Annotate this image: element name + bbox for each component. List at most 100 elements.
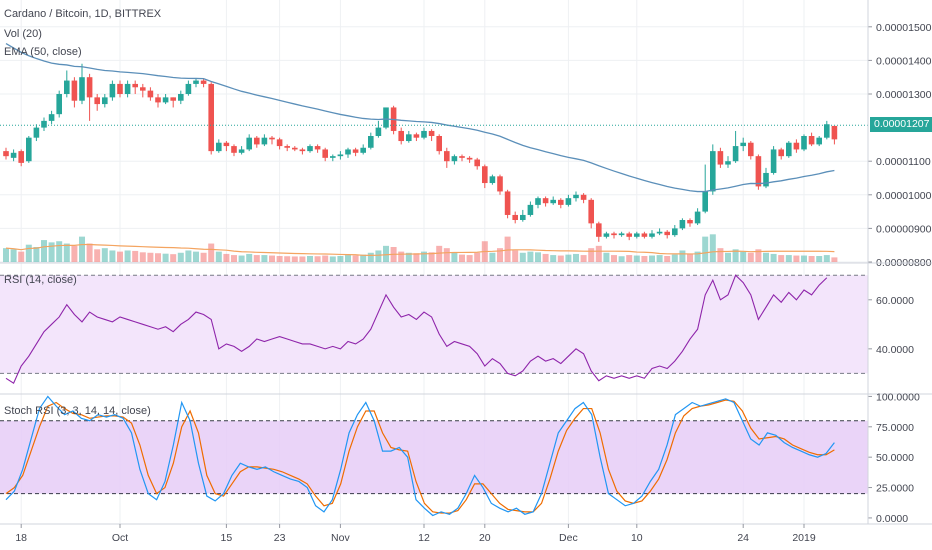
candle-body <box>535 198 541 205</box>
volume-bar <box>436 245 443 262</box>
candle-body <box>124 83 131 94</box>
rsi-axis-label: 60.0000 <box>876 295 914 307</box>
candle-body <box>314 146 321 150</box>
candle-body <box>208 83 214 152</box>
volume-bar <box>375 250 382 262</box>
candle-body <box>26 137 32 162</box>
stoch-axis-label: 75.0000 <box>876 422 914 434</box>
candle-body <box>816 137 822 145</box>
time-axis-label: Nov <box>331 532 350 544</box>
volume-bar <box>633 255 640 262</box>
candle-body <box>702 191 708 212</box>
candle-body <box>330 156 336 158</box>
candle-body <box>687 220 693 224</box>
candle-body <box>3 151 9 157</box>
candle-body <box>474 159 480 167</box>
candle-body <box>86 77 93 98</box>
volume-bar <box>193 251 199 262</box>
candle-body <box>200 80 207 84</box>
candle-body <box>276 139 283 147</box>
candle-body <box>178 94 184 101</box>
volume-bar <box>770 253 777 262</box>
candle-body <box>459 156 465 158</box>
candle-body <box>193 80 199 84</box>
volume-bar <box>367 252 374 262</box>
volume-bar <box>185 250 192 262</box>
candle-body <box>565 198 572 205</box>
ema-line <box>5 43 835 193</box>
candle-body <box>656 231 663 234</box>
candle-body <box>497 176 503 192</box>
candle-body <box>786 142 792 157</box>
candle-body <box>664 231 670 236</box>
candle-body <box>64 80 70 94</box>
candle-body <box>406 134 412 142</box>
volume-bar <box>793 255 800 262</box>
volume-bar <box>322 255 329 262</box>
volume-bar <box>345 255 351 262</box>
candle-body <box>428 130 435 136</box>
volume-bar <box>512 250 519 262</box>
time-axis-label: 10 <box>631 532 643 544</box>
volume-bar <box>595 245 602 262</box>
volume-bar <box>18 251 25 262</box>
candle-body <box>466 157 473 160</box>
volume-bar <box>785 255 792 262</box>
candle-body <box>732 146 739 162</box>
candle-body <box>383 107 389 128</box>
volume-bar <box>778 255 785 262</box>
volume-bar <box>314 256 321 262</box>
candle-body <box>824 124 830 138</box>
price-axis-label: 0.00001400 <box>876 55 932 67</box>
candle-body <box>694 211 701 224</box>
stoch-axis-label: 0.0000 <box>876 513 908 525</box>
time-axis-label: 18 <box>15 532 27 544</box>
candle-body <box>360 147 366 153</box>
ema-indicator-label: EMA (50, close) <box>4 46 82 58</box>
volume-bar <box>132 250 139 262</box>
volume-bar <box>801 255 807 262</box>
candle-body <box>672 228 678 236</box>
volume-bar <box>489 252 496 262</box>
candle-body <box>155 97 161 103</box>
candle-body <box>147 90 154 98</box>
volume-bar <box>823 255 830 262</box>
volume-bar <box>451 252 458 262</box>
volume-bar <box>763 252 769 262</box>
volume-bar <box>246 253 253 262</box>
volume-bar <box>79 236 85 262</box>
time-axis-label: 2019 <box>792 532 816 544</box>
candle-body <box>512 214 518 220</box>
candle-body <box>94 97 100 105</box>
candle-body <box>740 142 746 147</box>
candle-body <box>375 127 382 136</box>
candle-body <box>284 146 290 148</box>
volume-bar <box>360 254 367 262</box>
candle-body <box>808 136 815 145</box>
candle-body <box>748 142 754 157</box>
candle-body <box>679 220 686 229</box>
candle-body <box>717 151 724 165</box>
volume-bar <box>352 255 359 262</box>
volume-bar <box>732 249 739 262</box>
volume-bar <box>626 255 633 262</box>
candle-body <box>763 172 769 187</box>
volume-bar <box>527 251 534 262</box>
volume-bar <box>709 234 716 262</box>
volume-bar <box>261 255 268 262</box>
candle-body <box>755 156 762 187</box>
candle-body <box>649 233 655 237</box>
candle-body <box>162 97 169 103</box>
candle-body <box>641 233 648 237</box>
price-axis-label: 0.00001100 <box>876 156 931 168</box>
volume-bar <box>56 241 63 262</box>
stoch-axis-label: 50.0000 <box>876 452 914 464</box>
rsi-line <box>5 274 828 384</box>
candle-body <box>580 194 587 200</box>
candle-body <box>56 94 62 115</box>
candle-body <box>170 97 176 101</box>
candle-body <box>398 130 404 142</box>
last-price-tag: 0.00001207 <box>870 117 932 133</box>
time-axis-label: 20 <box>479 532 491 544</box>
